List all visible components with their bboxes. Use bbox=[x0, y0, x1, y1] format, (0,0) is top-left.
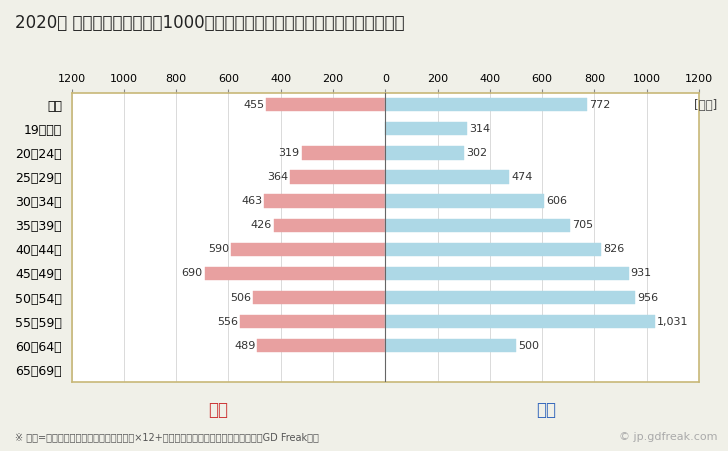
Text: 506: 506 bbox=[230, 293, 251, 303]
Bar bbox=[253, 291, 385, 304]
Bar bbox=[385, 122, 467, 135]
Text: 364: 364 bbox=[267, 172, 288, 182]
Bar bbox=[266, 98, 385, 111]
Bar bbox=[302, 146, 385, 160]
Bar bbox=[385, 146, 464, 160]
Bar bbox=[385, 243, 601, 256]
Bar bbox=[385, 98, 587, 111]
Text: 826: 826 bbox=[604, 244, 625, 254]
Text: © jp.gdfreak.com: © jp.gdfreak.com bbox=[619, 432, 717, 442]
Bar bbox=[231, 243, 385, 256]
Bar bbox=[290, 170, 385, 184]
Text: 男性: 男性 bbox=[536, 401, 556, 419]
Bar bbox=[385, 194, 544, 208]
Bar bbox=[274, 219, 385, 232]
Bar bbox=[205, 267, 385, 280]
Bar bbox=[385, 267, 628, 280]
Text: 590: 590 bbox=[207, 244, 229, 254]
Text: 302: 302 bbox=[467, 148, 488, 158]
Text: 2020年 民間企業（従業者数1000人以上）フルタイム労働者の男女別平均年収: 2020年 民間企業（従業者数1000人以上）フルタイム労働者の男女別平均年収 bbox=[15, 14, 404, 32]
Text: 319: 319 bbox=[279, 148, 300, 158]
Text: 772: 772 bbox=[589, 100, 611, 110]
Text: 956: 956 bbox=[637, 293, 658, 303]
Text: 606: 606 bbox=[546, 196, 567, 206]
Text: [万円]: [万円] bbox=[694, 99, 717, 112]
Text: 931: 931 bbox=[630, 268, 652, 278]
Text: 314: 314 bbox=[470, 124, 491, 134]
Text: 1,031: 1,031 bbox=[657, 317, 689, 327]
Text: 500: 500 bbox=[518, 341, 539, 351]
Text: 690: 690 bbox=[182, 268, 203, 278]
Text: 455: 455 bbox=[243, 100, 264, 110]
Text: ※ 年収=「きまって支給する現金給与額」×12+「年間賞与その他特別給与額」としてGD Freak推計: ※ 年収=「きまって支給する現金給与額」×12+「年間賞与その他特別給与額」とし… bbox=[15, 432, 318, 442]
Text: 705: 705 bbox=[571, 220, 593, 230]
Text: 463: 463 bbox=[241, 196, 262, 206]
Bar bbox=[385, 315, 654, 328]
Text: 426: 426 bbox=[250, 220, 272, 230]
Bar bbox=[385, 170, 509, 184]
Bar bbox=[385, 291, 635, 304]
Bar bbox=[264, 194, 385, 208]
Text: 489: 489 bbox=[234, 341, 256, 351]
Text: 556: 556 bbox=[217, 317, 238, 327]
Bar bbox=[385, 339, 516, 352]
Bar bbox=[240, 315, 385, 328]
Text: 474: 474 bbox=[511, 172, 533, 182]
Bar bbox=[258, 339, 385, 352]
Bar bbox=[385, 219, 569, 232]
Text: 女性: 女性 bbox=[208, 401, 229, 419]
